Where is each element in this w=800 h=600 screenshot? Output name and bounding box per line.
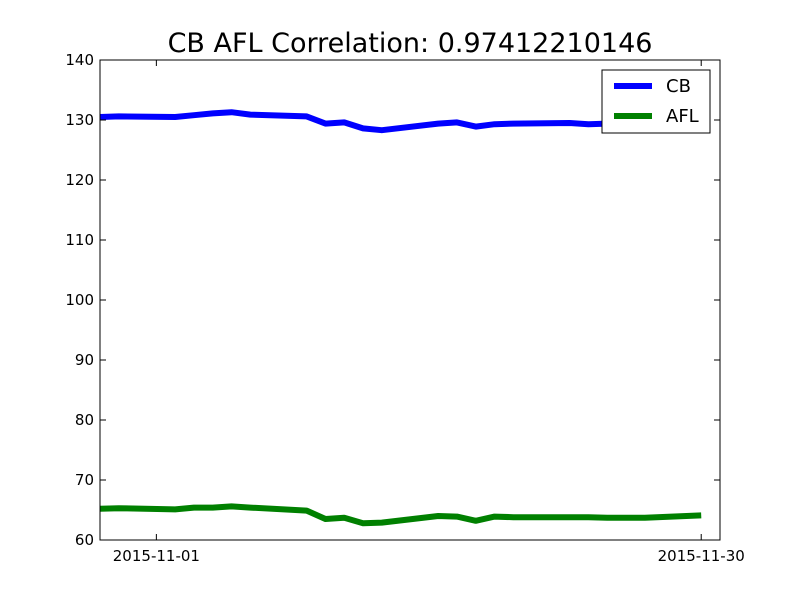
y-tick-label: 110 (65, 231, 94, 249)
legend-label-afl: AFL (666, 106, 699, 127)
y-tick-label: 70 (75, 471, 94, 489)
series-layer (100, 109, 702, 527)
chart-title: CB AFL Correlation: 0.97412210146 (168, 28, 653, 59)
y-tick-label: 140 (65, 51, 94, 69)
x-tick-label: 2015-11-30 (658, 547, 745, 565)
x-axis: 2015-11-01 2015-11-30 (113, 60, 745, 565)
y-tick-label: 60 (75, 531, 94, 549)
y-tick-label: 130 (65, 111, 94, 129)
y-tick-label: 100 (65, 291, 94, 309)
series-line-afl (100, 503, 702, 527)
legend: CB AFL (601, 69, 711, 134)
y-tick-label: 120 (65, 171, 94, 189)
legend-label-cb: CB (666, 76, 691, 97)
y-axis: 60 70 80 90 100 110 120 130 140 (65, 51, 720, 549)
legend-box (601, 69, 711, 134)
y-tick-label: 90 (75, 351, 94, 369)
series-line-cb (100, 109, 702, 134)
y-tick-label: 80 (75, 411, 94, 429)
x-tick-label: 2015-11-01 (113, 547, 200, 565)
